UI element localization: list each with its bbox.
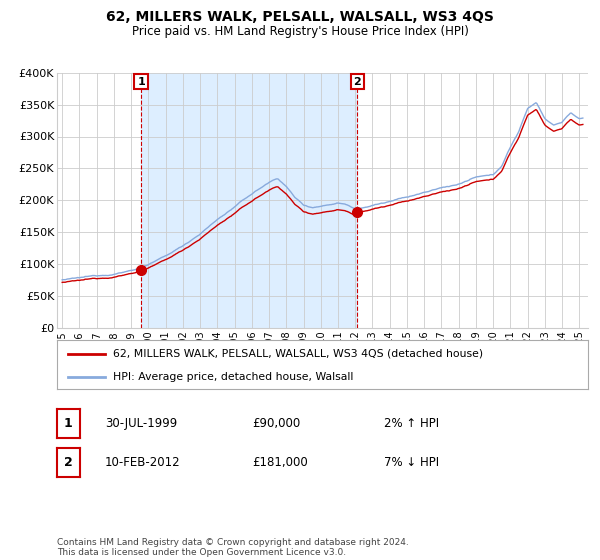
- Text: 62, MILLERS WALK, PELSALL, WALSALL, WS3 4QS: 62, MILLERS WALK, PELSALL, WALSALL, WS3 …: [106, 10, 494, 24]
- Text: 7% ↓ HPI: 7% ↓ HPI: [384, 456, 439, 469]
- Text: Contains HM Land Registry data © Crown copyright and database right 2024.
This d: Contains HM Land Registry data © Crown c…: [57, 538, 409, 557]
- Bar: [141, 73, 358, 328]
- Text: 2% ↑ HPI: 2% ↑ HPI: [384, 417, 439, 430]
- Text: 62, MILLERS WALK, PELSALL, WALSALL, WS3 4QS (detached house): 62, MILLERS WALK, PELSALL, WALSALL, WS3 …: [113, 349, 483, 359]
- Text: £90,000: £90,000: [252, 417, 300, 430]
- Text: 30-JUL-1999: 30-JUL-1999: [105, 417, 177, 430]
- Text: 2: 2: [64, 456, 73, 469]
- Text: 10-FEB-2012: 10-FEB-2012: [105, 456, 181, 469]
- Text: 2: 2: [353, 77, 361, 87]
- Text: Price paid vs. HM Land Registry's House Price Index (HPI): Price paid vs. HM Land Registry's House …: [131, 25, 469, 38]
- Text: 1: 1: [137, 77, 145, 87]
- Text: HPI: Average price, detached house, Walsall: HPI: Average price, detached house, Wals…: [113, 372, 353, 382]
- Text: 1: 1: [64, 417, 73, 430]
- Text: £181,000: £181,000: [252, 456, 308, 469]
